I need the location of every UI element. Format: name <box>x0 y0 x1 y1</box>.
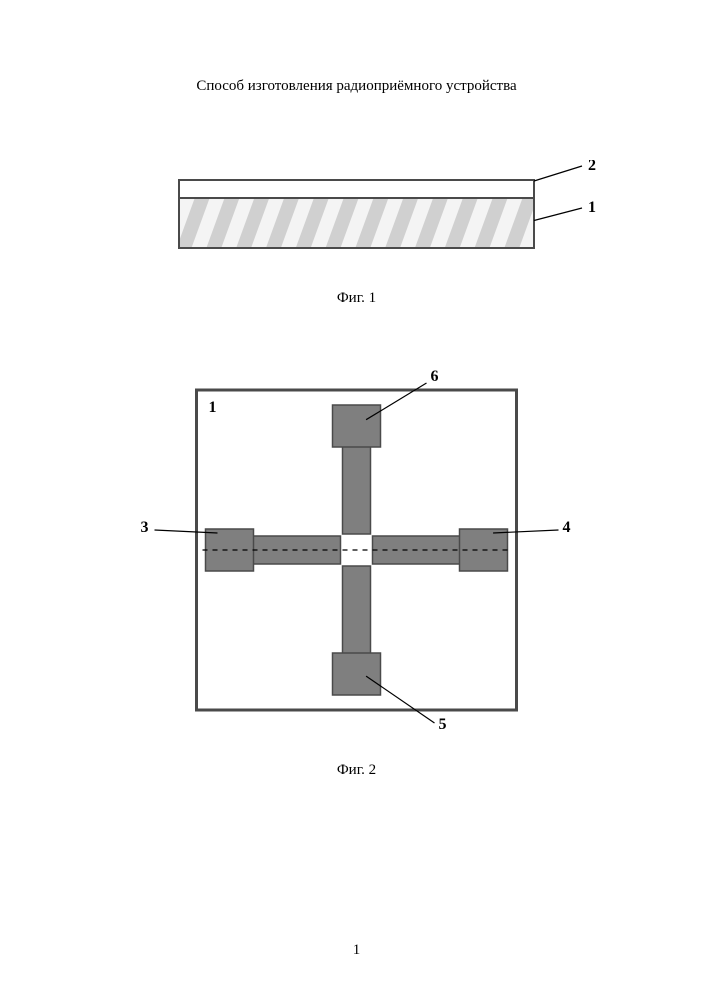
svg-text:3: 3 <box>141 519 149 536</box>
svg-text:6: 6 <box>431 368 439 385</box>
svg-text:1: 1 <box>209 399 217 416</box>
svg-text:4: 4 <box>563 519 571 536</box>
page: Способ изготовления радиоприёмного устро… <box>0 0 713 999</box>
figure-2-svg: 1 3 4 5 6 <box>0 340 713 760</box>
figure-2-caption: Фиг. 2 <box>0 762 713 779</box>
figure-1-svg: 21 <box>0 160 713 290</box>
svg-text:2: 2 <box>588 160 596 174</box>
page-title: Способ изготовления радиоприёмного устро… <box>0 78 713 95</box>
figure-1: 21 <box>0 160 713 295</box>
figure-2: 1 3 4 5 6 <box>0 340 713 765</box>
figure-1-caption: Фиг. 1 <box>0 290 713 307</box>
svg-text:1: 1 <box>588 199 596 216</box>
page-number: 1 <box>0 942 713 959</box>
svg-text:5: 5 <box>439 716 447 733</box>
